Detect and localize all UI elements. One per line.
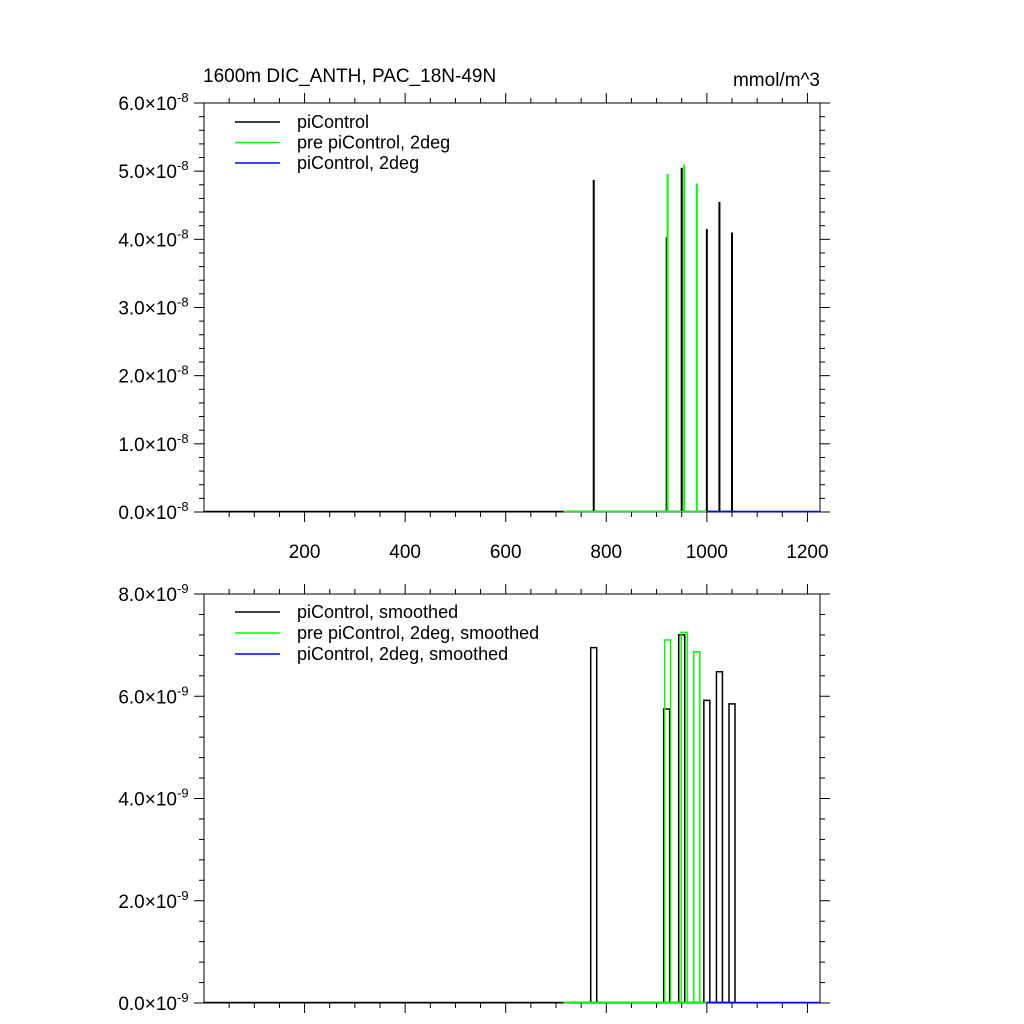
y-tick-label: 3.0×10 bbox=[118, 299, 177, 320]
y-tick-exponent: -8 bbox=[177, 226, 189, 241]
legend-label: pre piControl, 2deg, smoothed bbox=[297, 623, 539, 643]
x-tick-label: 200 bbox=[289, 542, 321, 563]
units-label: mmol/m^3 bbox=[733, 70, 820, 91]
y-tick-label: 8.0×10 bbox=[118, 585, 177, 606]
y-tick-exponent: -8 bbox=[177, 499, 189, 514]
legend-label: piControl, 2deg bbox=[297, 153, 419, 173]
data-box bbox=[693, 651, 701, 1003]
y-tick-label: 6.0×10 bbox=[118, 94, 177, 115]
y-tick-label: 2.0×10 bbox=[118, 892, 177, 913]
data-box bbox=[703, 699, 711, 1003]
x-tick-label: 1200 bbox=[786, 542, 828, 563]
y-tick-label: 0.0×10 bbox=[118, 994, 177, 1015]
series-0 bbox=[204, 634, 736, 1004]
y-tick-exponent: -8 bbox=[177, 295, 189, 310]
y-tick-label: 6.0×10 bbox=[118, 687, 177, 708]
y-tick-exponent: -8 bbox=[177, 431, 189, 446]
legend-label: piControl, smoothed bbox=[297, 602, 458, 622]
y-tick-label: 5.0×10 bbox=[118, 162, 177, 183]
data-box bbox=[589, 646, 598, 1003]
legend-label: piControl, 2deg, smoothed bbox=[297, 644, 508, 664]
x-tick-label: 1000 bbox=[686, 542, 728, 563]
y-tick-exponent: -8 bbox=[177, 158, 189, 173]
x-tick-label: 800 bbox=[590, 542, 622, 563]
data-box bbox=[663, 639, 672, 1003]
y-tick-exponent: -8 bbox=[177, 90, 189, 105]
panel-smoothed: 0.0×10 -92.0×10 -94.0×10 -96.0×10 -98.0×10 -9… bbox=[118, 581, 830, 1015]
legend-label: pre piControl, 2deg bbox=[297, 133, 450, 153]
y-tick-exponent: -8 bbox=[177, 363, 189, 378]
y-tick-label: 4.0×10 bbox=[118, 230, 177, 251]
y-tick-exponent: -9 bbox=[177, 990, 189, 1005]
x-tick-label: 400 bbox=[389, 542, 421, 563]
data-box bbox=[715, 670, 724, 1003]
legend-label: piControl bbox=[297, 112, 369, 132]
x-tick-label: 600 bbox=[490, 542, 522, 563]
data-box bbox=[728, 703, 736, 1003]
data-box bbox=[662, 708, 671, 1003]
series-0 bbox=[204, 167, 733, 513]
y-tick-exponent: -9 bbox=[177, 683, 189, 698]
y-tick-label: 0.0×10 bbox=[118, 503, 177, 524]
y-tick-exponent: -9 bbox=[177, 786, 189, 801]
series-1 bbox=[563, 631, 707, 1004]
y-tick-exponent: -9 bbox=[177, 888, 189, 903]
figure-title: 1600m DIC_ANTH, PAC_18N-49N bbox=[203, 66, 496, 87]
y-tick-label: 4.0×10 bbox=[118, 790, 177, 811]
data-box bbox=[680, 631, 688, 1003]
y-tick-label: 1.0×10 bbox=[118, 435, 177, 456]
y-tick-exponent: -9 bbox=[177, 581, 189, 596]
y-tick-label: 2.0×10 bbox=[118, 367, 177, 388]
series-1 bbox=[563, 164, 707, 513]
